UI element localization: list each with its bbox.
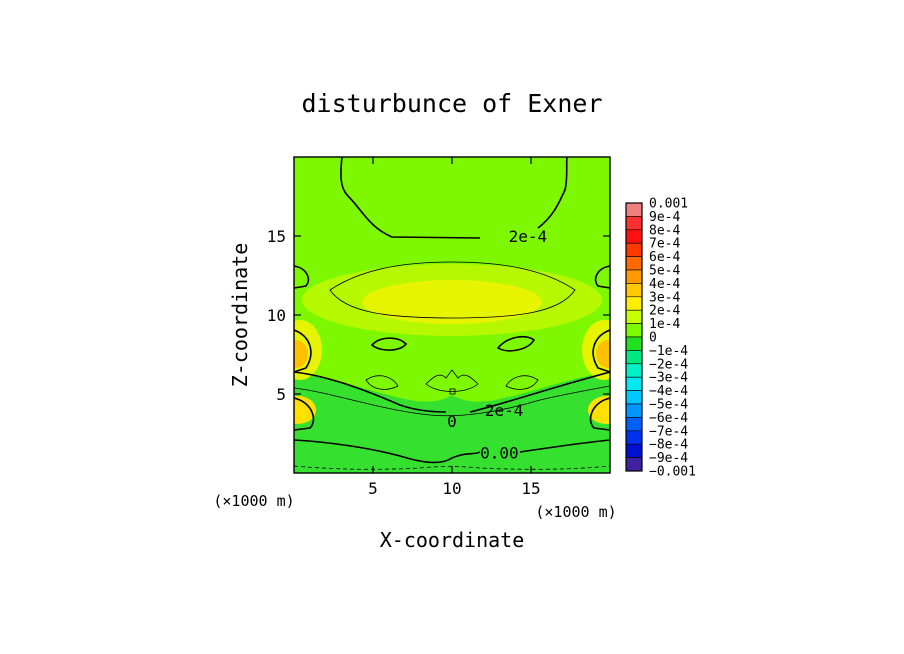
y-tick-label: 15 [267, 227, 286, 246]
chart-title: disturbunce of Exner [301, 89, 602, 118]
colorbar-swatch [625, 390, 643, 405]
colorbar-label: −9e-4 [649, 451, 688, 466]
colorbar-label: −7e-4 [649, 424, 688, 439]
contour-label: 0.00 [480, 443, 519, 462]
colorbar-swatch [625, 216, 643, 231]
colorbar-swatch [625, 229, 643, 244]
colorbar-swatch [625, 296, 643, 311]
colorbar-label: −6e-4 [649, 411, 688, 426]
colorbar-label: 2e-4 [649, 304, 680, 319]
z-axis-unit: (×1000 m) [213, 492, 294, 510]
colorbar-swatch [625, 376, 643, 391]
field-right-edge-core [596, 340, 610, 368]
y-axis-label: Z-coordinate [228, 243, 252, 388]
colorbar-swatch [625, 202, 643, 217]
x-tick-label: 5 [368, 479, 378, 498]
field-right-lower-patch [588, 396, 610, 424]
colorbar-label: 4e-4 [649, 277, 680, 292]
y-tick-label: 10 [267, 306, 286, 325]
colorbar-label: −3e-4 [649, 371, 688, 386]
colorbar-swatch [625, 417, 643, 432]
colorbar-label: −1e-4 [649, 344, 688, 359]
colorbar-label: 0 [649, 331, 657, 346]
contour-line-left-edge [294, 329, 312, 373]
x-axis-label: X-coordinate [380, 528, 525, 552]
colorbar-swatch [625, 309, 643, 324]
contour-line-lower-thin [294, 385, 610, 417]
contour-line-center-wing [365, 369, 539, 392]
contour-label: 2e-4 [485, 401, 524, 420]
field-left-lower-patch [294, 396, 316, 424]
colorbar-swatch [625, 363, 643, 378]
field-band-high [362, 280, 542, 324]
contour-line-right-low [589, 397, 610, 431]
colorbar-label: 6e-4 [649, 250, 680, 265]
field-left-edge-core [294, 340, 308, 368]
colorbar-label: 8e-4 [649, 223, 680, 238]
contour-line-left-top [294, 265, 310, 289]
field-band-positive-low [294, 372, 610, 470]
colorbar-swatch [625, 443, 643, 458]
x-axis: 5 10 15 [368, 157, 541, 498]
contour-line-upper-thin [329, 261, 576, 319]
x-axis-unit: (×1000 m) [535, 503, 616, 521]
contour-label: 0 [447, 412, 457, 431]
contour-lines [294, 157, 610, 470]
contour-line-negative-dashed [294, 465, 610, 470]
contour-line-2e-4-upper [340, 157, 568, 239]
colorbar-label: 5e-4 [649, 264, 680, 279]
colorbar-label: −8e-4 [649, 438, 688, 453]
colorbar-label: 1e-4 [649, 317, 680, 332]
colorbar-swatch [625, 336, 643, 351]
colorbar-swatch [625, 269, 643, 284]
colorbar-label: −4e-4 [649, 384, 688, 399]
colorbar-swatch [625, 403, 643, 418]
colorbar-swatch [625, 283, 643, 298]
colorbar-swatch [625, 350, 643, 365]
colorbar-swatch [625, 430, 643, 445]
colorbar: 0.0019e-48e-47e-46e-45e-44e-43e-42e-41e-… [625, 197, 696, 480]
colorbar-label: 7e-4 [649, 237, 680, 252]
colorbar-swatch [625, 242, 643, 257]
contour-line-right-top [594, 265, 610, 289]
colorbar-label: 3e-4 [649, 290, 680, 305]
colorbar-swatch [625, 256, 643, 271]
colorbar-swatch [625, 457, 643, 472]
contour-line-left-low [294, 397, 315, 431]
contour-line-mid-right [496, 335, 536, 352]
colorbar-label: 9e-4 [649, 210, 680, 225]
colorbar-frame [625, 202, 643, 472]
contour-center-square [449, 388, 456, 395]
colorbar-label: −5e-4 [649, 398, 688, 413]
colorbar-label: −0.001 [649, 465, 696, 480]
colorbar-swatch [625, 323, 643, 338]
x-tick-label: 15 [521, 479, 540, 498]
y-tick-label: 5 [276, 385, 286, 404]
y-axis: 5 10 15 [267, 227, 610, 404]
contour-line-right-edge [592, 329, 610, 373]
colorbar-label: −2e-4 [649, 357, 688, 372]
colorbar-label: 0.001 [649, 197, 688, 212]
x-tick-label: 10 [442, 479, 461, 498]
contour-label: 2e-4 [509, 227, 548, 246]
contour-line-mid-left [370, 337, 408, 351]
contour-line-0.00 [294, 439, 610, 464]
contour-labels: 2e-4 2e-4 0 0.00 [447, 227, 547, 462]
contour-line-zero-main [294, 371, 610, 413]
